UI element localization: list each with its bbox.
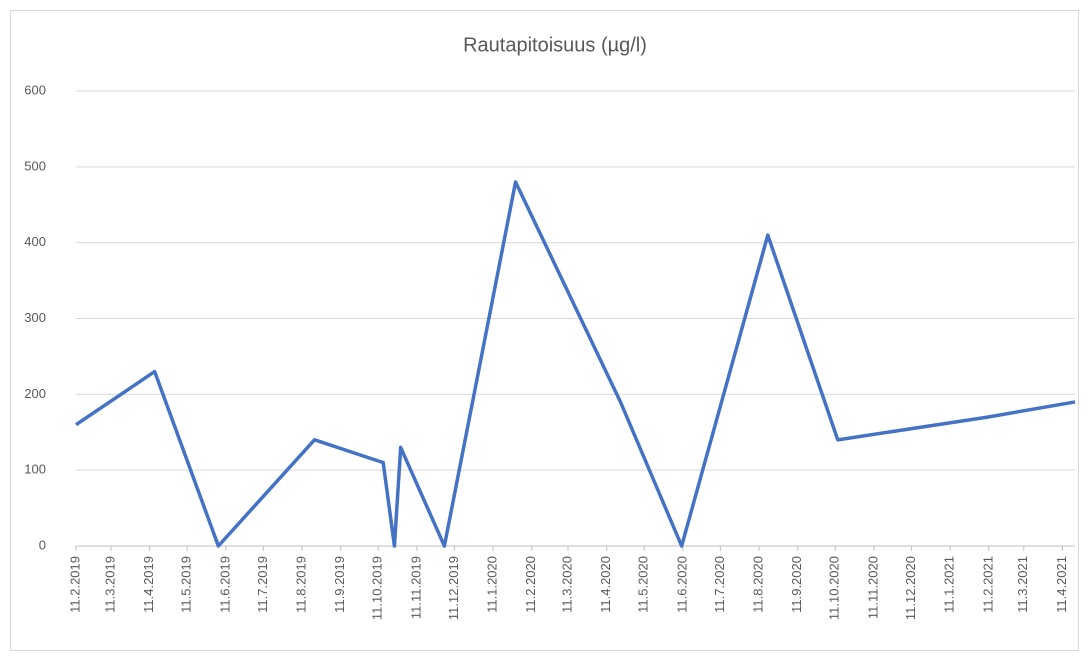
y-tick-label: 200 [24,386,46,401]
x-tick-label: 11.3.2019 [102,556,117,613]
line-series [75,180,1076,548]
x-tick-label: 11.3.2020 [559,556,574,613]
x-tick-label: 11.3.2021 [1015,556,1030,613]
x-tick-label: 11.1.2021 [942,556,957,613]
x-tick-label: 11.12.2020 [903,556,918,620]
x-tick-label: 11.4.2021 [1054,556,1069,613]
x-tick-label: 11.2.2019 [67,556,82,613]
x-tick-label: 11.1.2020 [485,556,500,613]
y-tick-label: 300 [24,310,46,325]
x-tick-label: 11.7.2020 [712,556,727,613]
x-tick-label: 11.5.2020 [636,556,651,613]
x-tick-label: 11.11.2019 [408,556,423,619]
x-tick-label: 11.6.2019 [217,556,232,613]
x-tick-label: 11.8.2020 [751,556,766,613]
x-tick-label: 11.7.2019 [255,556,270,613]
x-tick-label: 11.6.2020 [674,556,689,613]
x-tick-label: 11.9.2019 [332,556,347,613]
y-tick-label: 600 [24,82,46,97]
y-tick-label: 100 [24,462,46,477]
x-tick-label: 11.4.2019 [141,556,156,613]
x-tick-label: 11.4.2020 [598,556,613,613]
y-tick-label: 500 [24,158,46,173]
chart-border [10,10,1079,651]
y-tick-label: 400 [24,234,46,249]
y-tick-label: 0 [39,537,46,552]
x-tick-label: 11.8.2019 [293,556,308,613]
x-tick-label: 11.10.2020 [827,556,842,620]
chart-title: Rautapitoisuus (µg/l) [463,34,647,56]
x-tick-label: 11.10.2019 [370,556,385,620]
x-tick-label: 11.5.2019 [179,556,194,613]
x-tick-label: 11.12.2019 [446,556,461,620]
x-tick-label: 11.2.2021 [980,556,995,613]
x-tick-label: 11.9.2020 [789,556,804,613]
x-tick-label: 11.11.2020 [865,556,880,619]
x-tick-label: 11.2.2020 [523,556,538,613]
